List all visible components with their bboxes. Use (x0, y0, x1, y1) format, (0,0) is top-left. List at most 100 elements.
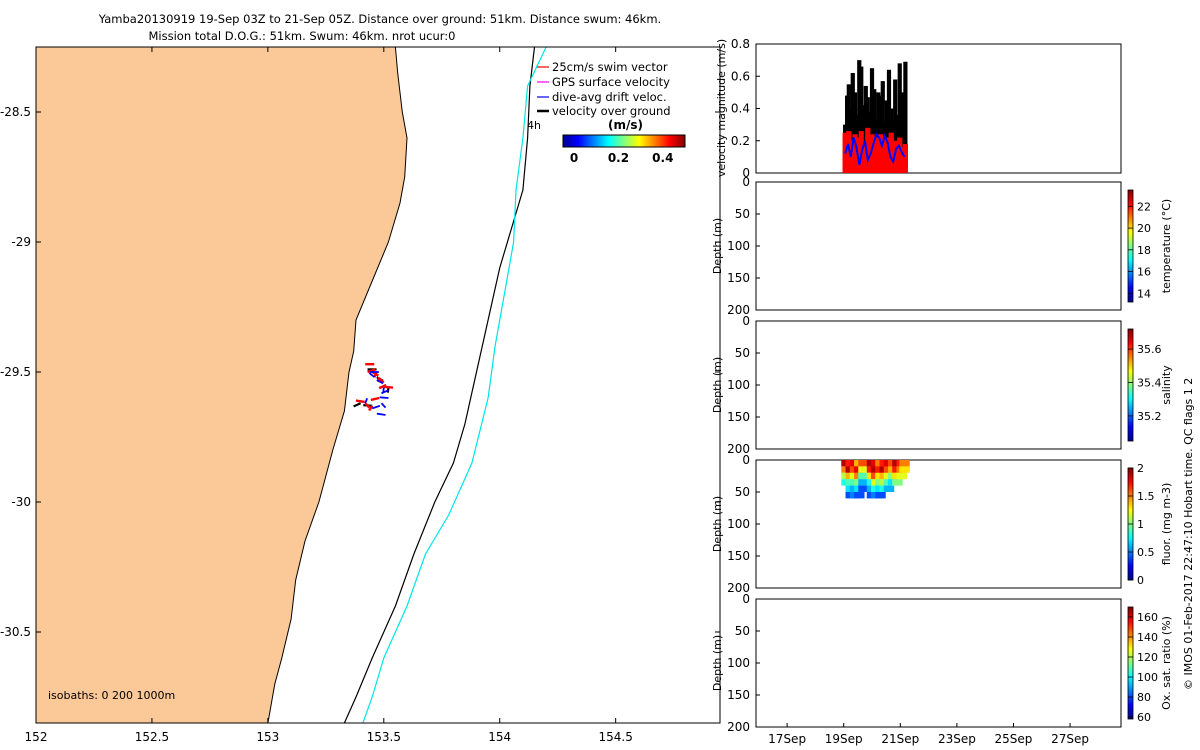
legend-ground-label: velocity over ground (552, 104, 671, 118)
salinity-colorbar-tick-label: 35.2 (1137, 410, 1162, 423)
legend-gps-label: GPS surface velocity (552, 75, 670, 89)
map-colorbar-ticks: 0 0.2 0.4 (570, 151, 674, 165)
glider-track (353, 363, 394, 416)
map-legend: 25cm/s swim vector GPS surface velocity … (527, 60, 686, 165)
temperature-colorbar-label: temperature (°C) (1160, 199, 1173, 293)
imos-credit: © IMOS 01-Feb-2017 22:47:10 Hobart time.… (1182, 378, 1195, 690)
oxygen-colorbar-tick-label: 60 (1137, 711, 1151, 724)
salinity-colorbar (1127, 328, 1134, 442)
map-colorbar-tick-label: 0.2 (608, 151, 629, 165)
drift-velocity-arrow (379, 396, 389, 399)
heatmap-cell (858, 485, 869, 492)
salinity-y-tick-label: 200 (727, 442, 750, 456)
map-y-axis: -28.5 -29 -29.5 -30 -30.5 (0, 105, 720, 639)
heatmap-cell (858, 479, 869, 486)
temperature-colorbar-tick-label: 22 (1137, 200, 1151, 213)
map-y-tick-label: -30 (11, 495, 31, 509)
heatmap-cell (896, 472, 907, 480)
map-x-tick-label: 152.5 (135, 730, 169, 744)
fluorescence-panel: 0 50 100 150 200 Depth (m) 0 0.5 1 1.5 2 fluor. (mg… (711, 453, 1173, 595)
drift-velocity-arrow (364, 397, 368, 404)
swim-vector-arrow (364, 402, 371, 409)
salinity-y-tick-label: 100 (727, 378, 750, 392)
map-x-tick-label: 153 (256, 730, 279, 744)
salinity-panel: 0 50 100 150 200 Depth (m) 35.2 35.4 35.6 salinit… (711, 314, 1173, 456)
map-colorbar-label: (m/s) (608, 118, 643, 132)
heatmap-cell (858, 466, 869, 473)
oxygen-colorbar-tick-label: 120 (1137, 651, 1158, 664)
drift-velocity-arrow (371, 404, 381, 410)
temperature-colorbar-tick-label: 14 (1137, 287, 1151, 300)
salinity-colorbar-label: salinity (1160, 365, 1173, 405)
temperature-y-tick-label: 200 (727, 303, 750, 317)
fluorescence-y-tick-label: 100 (727, 517, 750, 531)
temperature-y-tick-label: 50 (735, 207, 750, 221)
oxygen-axes-box (755, 598, 1122, 728)
heatmap-cell (899, 460, 910, 467)
heatmap-cell (854, 492, 865, 499)
fluorescence-y-tick-label: 200 (727, 581, 750, 595)
fluorescence-colorbar-tick-label: 0 (1137, 574, 1144, 587)
oxygen-colorbar-tick-label: 100 (1137, 671, 1158, 684)
heatmap-cell (899, 466, 910, 473)
time-x-tick-label: 27Sep (1051, 732, 1089, 746)
oxygen-colorbar-label: Ox. sat. ratio (%) (1160, 616, 1173, 710)
ground-speed-bar (884, 100, 889, 173)
swim-vector-arrow (368, 405, 374, 412)
map-x-axis: 152 152.5 153 153.5 154 154.5 (25, 47, 633, 744)
velocity-y-tick-label: 0.2 (731, 134, 750, 148)
heatmap-cell (883, 485, 895, 492)
salinity-y-tick-label: 0 (742, 314, 750, 328)
velocity-panel: 0 0.2 0.4 0.6 0.8 velocity magnitude (m/s) (715, 37, 1122, 180)
salinity-colorbar-tick-label: 35.6 (1137, 343, 1162, 356)
isobaths-label: isobaths: 0 200 1000m (48, 689, 175, 702)
fluorescence-colorbar-label: fluor. (mg m-3) (1160, 483, 1173, 566)
time-x-tick-label: 23Sep (938, 732, 976, 746)
map-colorbar-tick-label: 0 (570, 151, 578, 165)
map-x-tick-label: 154 (488, 730, 511, 744)
heatmap-cell (858, 472, 869, 480)
isobath-1000m-line (362, 47, 547, 723)
drift-velocity-arrow (380, 402, 387, 409)
heatmap-cell (858, 460, 869, 467)
oxygen-y-tick-label: 50 (735, 624, 750, 638)
temperature-colorbar-tick-label: 18 (1137, 244, 1151, 257)
map-panel: 152 152.5 153 153.5 154 154.5 -28.5 -29 -29.5 -3… (0, 46, 721, 744)
time-x-tick-label: 25Sep (995, 732, 1033, 746)
map-x-tick-label: 154.5 (598, 730, 632, 744)
velocity-y-tick-label: 0.6 (731, 69, 750, 83)
salinity-colorbar-tick-label: 35.4 (1137, 376, 1162, 389)
heatmap-cell (875, 492, 886, 499)
salinity-y-tick-label: 150 (727, 410, 750, 424)
velocity-bars (842, 60, 908, 173)
oxygen-colorbar (1127, 606, 1134, 720)
map-y-tick-label: -30.5 (0, 625, 31, 639)
fluorescence-colorbar-tick-label: 0.5 (1137, 546, 1155, 559)
drift-velocity-arrow (376, 412, 386, 416)
drift-velocity-arrow (381, 389, 389, 395)
ground-speed-bar (859, 66, 864, 173)
salinity-axes-box (755, 320, 1122, 450)
map-y-tick-label: -29.5 (0, 365, 31, 379)
temperature-colorbar-tick-label: 20 (1137, 222, 1151, 235)
map-y-tick-label: -28.5 (0, 105, 31, 119)
ground-speed-bar (903, 61, 908, 173)
map-x-tick-label: 152 (25, 730, 48, 744)
oxygen-y-tick-label: 0 (742, 592, 750, 606)
isobath-200m-line (343, 47, 536, 723)
drift-velocity-arrow (368, 372, 376, 378)
oxygen-colorbar-tick-label: 80 (1137, 691, 1151, 704)
oxygen-y-tick-label: 150 (727, 688, 750, 702)
temperature-ylabel: Depth (m) (711, 218, 724, 274)
velocity-y-tick-label: 0 (742, 166, 750, 180)
temperature-y-tick-label: 0 (742, 175, 750, 189)
swim-vector-arrow (370, 396, 380, 402)
land-area (36, 47, 408, 723)
ground-speed-bar (876, 92, 881, 173)
temperature-y-tick-label: 150 (727, 271, 750, 285)
map-y-tick-label: -29 (11, 235, 31, 249)
ground-speed-bar (886, 69, 892, 173)
time-x-tick-label: 17Sep (768, 732, 806, 746)
